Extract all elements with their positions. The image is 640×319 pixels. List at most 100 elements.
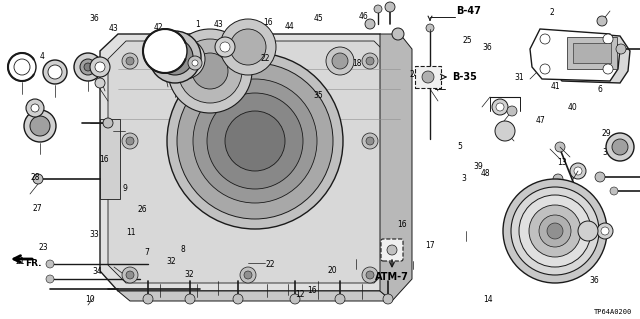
Circle shape xyxy=(366,137,374,145)
Text: 22: 22 xyxy=(266,260,275,269)
Text: 10: 10 xyxy=(84,295,95,304)
Circle shape xyxy=(603,64,613,74)
Circle shape xyxy=(122,53,138,69)
Circle shape xyxy=(95,78,105,88)
Circle shape xyxy=(90,57,110,77)
Circle shape xyxy=(495,121,515,141)
Circle shape xyxy=(192,60,198,66)
Circle shape xyxy=(188,56,202,70)
Circle shape xyxy=(326,47,354,75)
Circle shape xyxy=(422,71,434,83)
Polygon shape xyxy=(118,291,392,301)
Circle shape xyxy=(168,29,252,113)
Circle shape xyxy=(540,64,550,74)
Circle shape xyxy=(122,267,138,283)
Text: 1: 1 xyxy=(195,20,200,29)
Circle shape xyxy=(374,5,382,13)
Circle shape xyxy=(157,39,193,75)
Text: 11: 11 xyxy=(127,228,136,237)
Text: 29: 29 xyxy=(602,129,612,138)
Circle shape xyxy=(574,167,582,175)
Circle shape xyxy=(362,53,378,69)
Text: 37: 37 xyxy=(602,67,612,76)
Circle shape xyxy=(220,42,230,52)
Bar xyxy=(100,119,120,199)
Circle shape xyxy=(84,63,92,71)
Circle shape xyxy=(193,79,317,203)
Circle shape xyxy=(597,223,613,239)
Text: 36: 36 xyxy=(483,43,493,52)
Circle shape xyxy=(612,139,628,155)
Text: 3: 3 xyxy=(461,174,467,182)
Circle shape xyxy=(496,103,504,111)
Circle shape xyxy=(80,59,96,75)
Circle shape xyxy=(529,205,581,257)
Circle shape xyxy=(122,133,138,149)
Circle shape xyxy=(335,294,345,304)
Circle shape xyxy=(540,34,550,44)
Text: 33: 33 xyxy=(90,230,100,239)
Polygon shape xyxy=(100,34,400,291)
Circle shape xyxy=(167,53,343,229)
Circle shape xyxy=(392,28,404,40)
Text: 23: 23 xyxy=(38,243,49,252)
Text: 13: 13 xyxy=(557,158,567,167)
Circle shape xyxy=(244,271,252,279)
Circle shape xyxy=(366,271,374,279)
Circle shape xyxy=(519,195,591,267)
Text: 16: 16 xyxy=(262,19,273,27)
Circle shape xyxy=(365,19,375,29)
Polygon shape xyxy=(108,41,392,283)
Circle shape xyxy=(173,47,197,71)
Text: 35: 35 xyxy=(314,91,324,100)
Text: 44: 44 xyxy=(284,22,294,31)
Circle shape xyxy=(425,74,435,84)
Circle shape xyxy=(192,53,228,89)
Text: 18: 18 xyxy=(353,59,362,68)
FancyBboxPatch shape xyxy=(415,66,441,88)
Text: 40: 40 xyxy=(568,103,578,112)
Circle shape xyxy=(290,294,300,304)
Circle shape xyxy=(578,221,598,241)
Circle shape xyxy=(426,24,434,32)
Circle shape xyxy=(230,29,266,65)
Circle shape xyxy=(220,19,276,75)
Circle shape xyxy=(31,104,39,112)
Circle shape xyxy=(8,53,36,81)
Circle shape xyxy=(366,57,374,65)
Text: 38: 38 xyxy=(602,148,612,157)
Circle shape xyxy=(14,59,30,75)
Text: 48: 48 xyxy=(480,169,490,178)
Circle shape xyxy=(143,29,187,73)
Text: 47: 47 xyxy=(536,116,546,125)
Text: 34: 34 xyxy=(92,267,102,276)
Circle shape xyxy=(240,267,256,283)
Polygon shape xyxy=(380,34,412,301)
Circle shape xyxy=(126,137,134,145)
Text: 36: 36 xyxy=(589,276,599,285)
Text: 26: 26 xyxy=(137,205,147,214)
Text: 20: 20 xyxy=(328,266,338,275)
Text: 32: 32 xyxy=(184,271,194,279)
Text: 6: 6 xyxy=(598,85,603,94)
Text: 43: 43 xyxy=(109,24,119,33)
Text: 16: 16 xyxy=(397,220,407,229)
Circle shape xyxy=(362,267,378,283)
Text: 39: 39 xyxy=(474,162,484,171)
Circle shape xyxy=(178,39,242,103)
Circle shape xyxy=(126,57,134,65)
Circle shape xyxy=(95,62,105,72)
Circle shape xyxy=(46,260,54,268)
Circle shape xyxy=(597,16,607,26)
Circle shape xyxy=(103,118,113,128)
Text: 19: 19 xyxy=(390,253,401,262)
Circle shape xyxy=(48,65,62,79)
Circle shape xyxy=(215,37,235,57)
Bar xyxy=(567,37,617,69)
Circle shape xyxy=(383,294,393,304)
Circle shape xyxy=(332,53,348,69)
Circle shape xyxy=(149,31,201,83)
FancyBboxPatch shape xyxy=(381,239,403,261)
Circle shape xyxy=(606,133,634,161)
Circle shape xyxy=(26,99,44,117)
